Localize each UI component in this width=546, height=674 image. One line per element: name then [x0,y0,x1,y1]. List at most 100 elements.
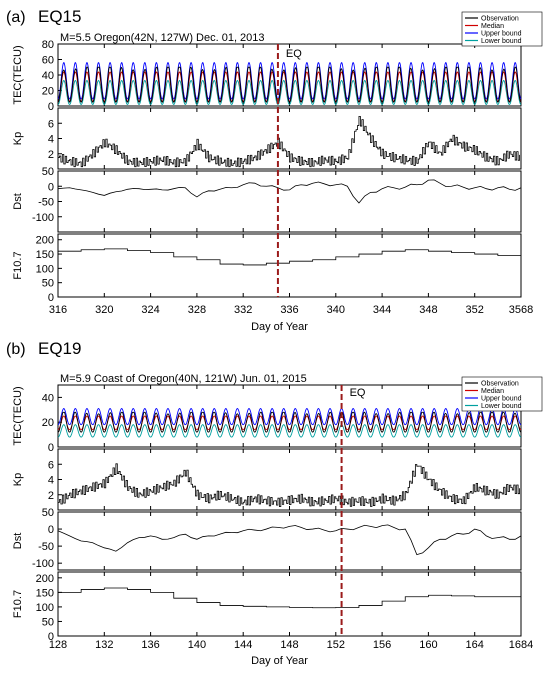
y-tick-label: 0 [48,524,54,536]
event-id: EQ19 [38,339,81,358]
panel-eq19: (b) EQ19 M=5.9 Coast of Oregon(40N, 121W) … [6,339,543,667]
series-observation [57,66,522,103]
x-tick-label: 332 [234,304,252,316]
x-axis-label: Day of Year [251,321,308,333]
y-tick-label: 50 [42,166,54,178]
x-tick-label: 1684 [509,639,533,651]
y-tick-label: 20 [42,417,54,429]
legend-entry: Lower bound [481,38,522,45]
subplot-kp: 6 4 2 Kp [12,448,522,511]
series-f107 [58,248,522,266]
legend-entry: Lower bound [481,403,522,410]
legend-entry: Upper bound [481,31,522,38]
y-tick-label: 50 [42,278,54,290]
x-tick-label: 148 [280,639,298,651]
x-tick-label: 3568 [509,304,533,316]
event-id: EQ15 [38,7,81,26]
y-tick-label: 60 [42,55,54,67]
series-median [57,71,522,102]
panel-label: (a) [6,9,26,26]
x-tick-label: 132 [95,639,113,651]
y-tick-label: 4 [48,475,54,487]
series-dst [57,179,522,204]
y-tick-label: 0 [48,442,54,454]
y-tick-label: 200 [36,573,54,585]
x-tick-label: 152 [327,639,345,651]
y-tick-label: 40 [42,70,54,82]
eq-label: EQ [286,48,302,60]
subplot-f107: 200 150 100 50 0 F10.7 [12,233,522,304]
x-tick-label: 316 [49,304,67,316]
y-tick-label: 0 [48,631,54,643]
axes-frame [57,511,522,571]
y-axis-label: TEC(TECU) [12,45,24,104]
y-tick-label: -100 [32,212,54,224]
series-kp [58,115,520,168]
y-tick-label: -100 [32,558,54,570]
x-tick-label: 352 [466,304,484,316]
series-kp [58,463,520,508]
chart-title: M=5.5 Oregon(42N, 127W) Dec. 01, 2013 [60,32,265,44]
x-tick-label: 140 [188,639,206,651]
y-tick-label: -50 [38,197,54,209]
y-axis-label: Kp [12,473,24,486]
y-tick-label: 6 [48,118,54,130]
x-tick-label: 164 [466,639,484,651]
y-tick-label: 100 [36,263,54,275]
subplot-kp: 6 4 2 Kp [12,107,522,170]
series-upper-bound [57,62,522,100]
x-tick-label: 136 [141,639,159,651]
series-observation [57,411,522,433]
y-tick-label: 80 [42,39,54,51]
x-tick-label: 344 [373,304,391,316]
x-tick-label: 328 [188,304,206,316]
y-tick-label: 0 [48,101,54,113]
x-tick-label: 336 [280,304,298,316]
axes-frame [57,233,522,298]
axes-frame [57,170,522,233]
x-tick-label: 160 [419,639,437,651]
x-tick-label: 340 [327,304,345,316]
x-tick-label: 156 [373,639,391,651]
series-upper-bound [57,408,522,426]
subplot-dst: 50 0 -50 -100 Dst [12,166,522,233]
series-dst [57,524,522,556]
legend-entry: Upper bound [481,396,522,403]
legend-entry: Median [481,388,504,395]
y-axis-label: F10.7 [12,251,24,279]
y-tick-label: 2 [48,149,54,161]
series-lower-bound [57,424,522,438]
series-median [57,415,522,431]
panel-label: (b) [6,341,26,358]
y-tick-label: 0 [48,292,54,304]
series-lower-bound [57,80,522,105]
y-tick-label: 200 [36,235,54,247]
y-axis-label: Kp [12,132,24,145]
panel-eq15: (a) EQ15 M=5.5 Oregon(42N, 127W) Dec. 01, … [6,7,543,333]
series-f107 [58,587,522,609]
x-tick-label: 324 [141,304,159,316]
axes-frame [57,384,522,448]
y-tick-label: 50 [42,616,54,628]
y-tick-label: 150 [36,587,54,599]
y-tick-label: 150 [36,249,54,261]
y-tick-label: 4 [48,134,54,146]
y-tick-label: 6 [48,459,54,471]
x-axis-label: Day of Year [251,655,308,667]
y-axis-label: Dst [12,193,24,210]
legend-entry: Median [481,23,504,30]
x-tick-label: 128 [49,639,67,651]
y-tick-label: 2 [48,490,54,502]
y-axis-label: TEC(TECU) [12,386,24,445]
x-tick-label: 144 [234,639,252,651]
y-tick-label: 0 [48,181,54,193]
y-tick-label: 20 [42,86,54,98]
subplot-f107: 200 150 100 50 0 F10.7 [12,571,522,643]
chart-title: M=5.9 Coast of Oregon(40N, 121W) Jun. 01… [60,373,307,385]
subplot-dst: 50 0 -50 -100 Dst [12,507,522,571]
y-tick-label: 40 [42,392,54,404]
legend-entry: Observation [481,16,519,23]
